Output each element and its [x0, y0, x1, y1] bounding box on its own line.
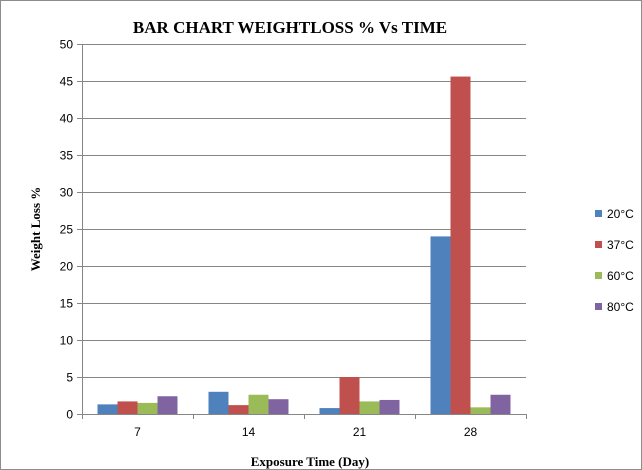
y-tick-label: 25: [60, 223, 74, 237]
legend-item: 80°C: [595, 300, 634, 314]
legend-label: 37°C: [607, 238, 634, 252]
bar: [208, 391, 229, 414]
y-tick-label: 50: [60, 38, 74, 52]
legend-swatch: [595, 210, 602, 217]
y-tick-label: 5: [66, 371, 73, 385]
legend-label: 80°C: [607, 300, 634, 314]
y-axis-label: Weight Loss %: [28, 187, 43, 272]
bar: [248, 394, 269, 414]
y-tick-labels: 0 5 10 15 20 25 30 35 40 45 50: [60, 38, 74, 422]
bar: [319, 408, 340, 414]
x-tick-label: 21: [353, 425, 367, 439]
bar: [379, 399, 400, 414]
bar: [228, 405, 249, 414]
bar: [359, 401, 380, 414]
y-tick-label: 45: [60, 75, 74, 89]
y-tick-label: 10: [60, 334, 74, 348]
bar: [490, 394, 511, 414]
chart-title: BAR CHART WEIGHTLOSS % Vs TIME: [133, 18, 447, 37]
bar: [97, 404, 118, 414]
y-tick-label: 30: [60, 186, 74, 200]
bars: [97, 76, 511, 414]
bar: [137, 402, 158, 414]
bar: [430, 236, 451, 414]
x-axis-label: Exposure Time (Day): [251, 454, 369, 469]
y-tick-label: 35: [60, 149, 74, 163]
legend-item: 20°C: [595, 207, 634, 221]
legend-label: 60°C: [607, 269, 634, 283]
legend-swatch: [595, 303, 602, 310]
x-tick-labels: 7 14 21 28: [134, 425, 477, 439]
legend-swatch: [595, 241, 602, 248]
bar: [117, 401, 138, 414]
axes: [82, 44, 527, 419]
bar: [470, 407, 491, 414]
bar: [157, 396, 178, 414]
legend-label: 20°C: [607, 207, 634, 221]
bar: [339, 377, 360, 414]
bar: [268, 399, 289, 414]
y-tick-label: 20: [60, 260, 74, 274]
x-tick-label: 7: [134, 425, 141, 439]
legend-item: 37°C: [595, 238, 634, 252]
bar: [450, 76, 471, 414]
legend-swatch: [595, 272, 602, 279]
x-tick-label: 14: [242, 425, 256, 439]
x-tick-label: 28: [464, 425, 478, 439]
y-tick-label: 40: [60, 112, 74, 126]
y-tick-label: 15: [60, 297, 74, 311]
y-tick-label: 0: [66, 408, 73, 422]
legend-item: 60°C: [595, 269, 634, 283]
legend: 20°C 37°C 60°C 80°C: [595, 207, 634, 314]
